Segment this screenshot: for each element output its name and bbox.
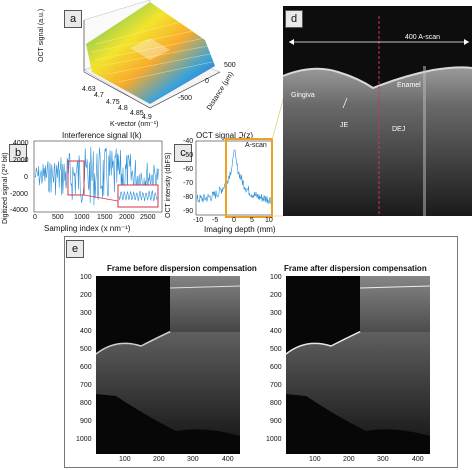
panel-c-title: OCT signal ℑ(z) [196,131,253,140]
panel-e-frame-before-image [96,276,240,454]
panel-b-title: Interference signal I(k) [62,131,142,140]
panel-a-ytick: -500 [178,95,193,102]
panel-b-ytick: -4000 [10,207,28,214]
panel-b-xtick: 500 [52,214,64,221]
panel-c-ytick: -90 [183,208,194,215]
panel-d-enamel-label: Enamel [397,82,421,89]
panel-c-xtick: -10 [193,217,204,224]
panel-c-label: c [174,144,192,162]
panel-a-xtick: 4.8 [118,105,128,112]
panel-e-right-ytick: 700 [270,382,282,389]
panel-b-xtick: 2500 [140,214,156,221]
panel-b-label: b [9,144,27,162]
panel-c-oct-line [196,149,273,205]
panel-e-right-xtick: 100 [309,456,321,463]
panel-c-ytick: -60 [183,166,194,173]
panel-b-zoom-box [117,184,159,208]
panel-b-xtick: 1500 [97,214,113,221]
panel-a-xtick: 4.9 [142,114,152,121]
panel-b-ytick: 0 [24,174,28,181]
panel-c-ytick: -70 [183,180,194,187]
panel-c-xtick: 0 [232,217,236,224]
panel-e-left-ytick: 100 [80,274,92,281]
panel-a-xlabel: K-vector (nm⁻¹) [110,121,159,128]
panel-d-oct-image [283,6,472,216]
panel-e-left-xtick: 300 [187,456,199,463]
panel-e-right-ytick: 500 [270,346,282,353]
panel-e-left-ytick: 200 [80,292,92,299]
panel-e-left-ytick: 600 [80,364,92,371]
panel-b-ytick: 2000 [13,157,29,164]
panel-c-ascan-box [225,138,273,218]
panel-a-xtick: 4.7 [94,92,104,99]
panel-e-right-xtick: 400 [412,456,424,463]
panel-a-ytick: 500 [224,62,236,69]
panel-e-right-ytick: 1000 [266,436,282,443]
panel-e-frame-after-image [286,276,430,454]
panel-c-xtick: 10 [265,217,273,224]
panel-e-left-ytick: 300 [80,310,92,317]
panel-c-ytick: -80 [183,194,194,201]
panel-a-ytick: 0 [205,78,209,85]
panel-a-xtick: 4.75 [106,99,120,106]
panel-a-xtick: 4.63 [82,86,96,93]
panel-e-title-left: Frame before dispersion compensation [107,264,257,273]
panel-c-xtick: 5 [250,217,254,224]
panel-d-je-label: JE [340,122,349,129]
panel-e-left-ytick: 700 [80,382,92,389]
panel-d-label: d [285,10,303,28]
panel-a-label: a [64,10,82,28]
panel-b-zoom-line [118,190,158,202]
panel-e-right-ytick: 900 [270,418,282,425]
panel-c-xtick: -5 [212,217,219,224]
panel-e-label: e [66,240,84,258]
panel-d-dej-label: DEJ [392,126,406,133]
panel-b-xtick: 2000 [119,214,135,221]
panel-b-ytick: 4000 [13,140,29,147]
panel-e-left-ytick: 400 [80,328,92,335]
panel-b-ytick: -2000 [10,191,28,198]
panel-e-right-ytick: 100 [270,274,282,281]
panel-b-highlight-box [67,160,85,196]
panel-e-right-ytick: 200 [270,292,282,299]
panel-e-right-ytick: 400 [270,328,282,335]
panel-b-xlabel: Sampling index (x nm⁻¹) [44,224,131,233]
panel-e-left-xtick: 100 [119,456,131,463]
panel-d-gingiva-label: Gingiva [291,92,315,99]
panel-e-right-ytick: 800 [270,400,282,407]
panel-b-xtick: 0 [33,214,37,221]
panel-e-left-ytick: 1000 [76,436,92,443]
panel-c-ytick: -50 [183,152,194,159]
panel-c-ytick: -40 [183,138,194,145]
panel-e-right-ytick: 600 [270,364,282,371]
panel-c-ascan-label: A-scan [245,142,267,149]
panel-e-left-xtick: 200 [153,456,165,463]
panel-e-right-xtick: 200 [343,456,355,463]
panel-c-xlabel: Imaging depth (mm) [204,225,276,234]
panel-e-left-ytick: 900 [80,418,92,425]
panel-e-title-right: Frame after dispersion compensation [284,264,427,273]
panel-b-xtick: 1000 [74,214,90,221]
panel-e-left-ytick: 800 [80,400,92,407]
panel-e-right-ytick: 300 [270,310,282,317]
panel-a-xtick: 4.85 [130,110,144,117]
panel-e-left-ytick: 500 [80,346,92,353]
panel-e-right-xtick: 300 [377,456,389,463]
panel-d-scan-label: 400 A-scan [405,34,441,41]
panel-e-left-xtick: 400 [222,456,234,463]
